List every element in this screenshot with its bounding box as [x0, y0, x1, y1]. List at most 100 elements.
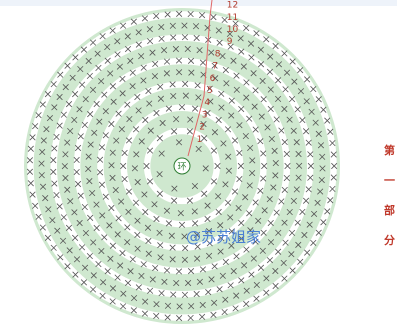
single-crochet-x-icon [249, 157, 256, 164]
single-crochet-x-icon [124, 33, 131, 40]
single-crochet-x-icon [116, 63, 123, 70]
single-crochet-x-icon [165, 220, 172, 227]
single-crochet-x-icon [56, 93, 63, 101]
single-crochet-x-icon [210, 14, 217, 21]
single-crochet-x-icon [288, 95, 296, 103]
single-crochet-x-icon [272, 282, 279, 290]
single-crochet-x-icon [267, 86, 274, 93]
single-crochet-x-icon [288, 229, 296, 237]
single-crochet-x-icon [246, 182, 253, 189]
single-crochet-x-icon [50, 168, 57, 175]
single-crochet-x-icon [218, 90, 225, 97]
side-note-char-2: 一 [384, 174, 395, 187]
single-crochet-x-icon [29, 191, 36, 198]
single-crochet-x-icon [181, 291, 189, 298]
single-crochet-x-icon [194, 255, 201, 262]
single-crochet-x-icon [317, 188, 324, 195]
single-crochet-x-icon [296, 162, 303, 169]
single-crochet-x-icon [134, 217, 141, 224]
single-crochet-x-icon [293, 139, 300, 146]
single-crochet-x-icon [152, 60, 159, 68]
single-crochet-x-icon [208, 49, 215, 56]
single-crochet-x-icon [192, 105, 199, 112]
single-crochet-x-icon [90, 239, 97, 246]
single-crochet-x-icon [295, 174, 302, 181]
single-crochet-x-icon [82, 96, 89, 103]
single-crochet-x-icon [39, 148, 46, 156]
single-crochet-x-icon [178, 104, 186, 111]
single-crochet-x-icon [242, 132, 249, 140]
single-crochet-x-icon [302, 128, 310, 135]
single-crochet-x-icon [233, 86, 240, 93]
single-crochet-x-icon [109, 83, 116, 90]
single-crochet-x-icon [176, 303, 183, 310]
single-crochet-x-icon [303, 98, 310, 105]
single-crochet-x-icon [73, 256, 81, 263]
single-crochet-x-icon [231, 137, 239, 144]
single-crochet-x-icon [133, 151, 140, 158]
single-crochet-x-icon [145, 250, 152, 257]
single-crochet-x-icon [64, 139, 71, 146]
single-crochet-x-icon [82, 229, 90, 237]
single-crochet-x-icon [250, 255, 257, 262]
single-crochet-x-icon [76, 106, 83, 113]
single-crochet-x-icon [194, 243, 201, 250]
single-crochet-x-icon [218, 235, 225, 242]
single-crochet-x-icon [140, 261, 147, 268]
single-crochet-x-icon [314, 199, 321, 206]
single-crochet-x-icon [230, 57, 237, 64]
single-crochet-x-icon [112, 187, 119, 194]
single-crochet-x-icon [307, 151, 314, 158]
single-crochet-x-icon [96, 169, 104, 176]
single-crochet-x-icon [207, 98, 214, 105]
single-crochet-x-icon [138, 138, 145, 145]
single-crochet-x-icon [141, 191, 148, 198]
single-crochet-x-icon [39, 101, 46, 108]
single-crochet-x-icon [266, 257, 274, 264]
single-crochet-x-icon [50, 244, 57, 251]
single-crochet-x-icon [95, 64, 102, 72]
single-crochet-x-icon [153, 301, 160, 308]
single-crochet-x-icon [171, 185, 178, 192]
single-crochet-x-icon [119, 75, 126, 82]
single-crochet-x-icon [153, 12, 160, 20]
single-crochet-x-icon [280, 259, 287, 267]
single-crochet-x-icon [173, 279, 180, 287]
single-crochet-x-icon [135, 284, 142, 291]
single-crochet-x-icon [196, 278, 203, 285]
single-crochet-x-icon [271, 147, 278, 154]
single-crochet-x-icon [106, 222, 113, 229]
single-crochet-x-icon [170, 291, 177, 298]
single-crochet-x-icon [109, 27, 116, 34]
single-crochet-x-icon [161, 278, 168, 285]
single-crochet-x-icon [101, 234, 108, 241]
single-crochet-x-icon [27, 180, 34, 187]
single-crochet-x-icon [217, 222, 224, 229]
single-crochet-x-icon [93, 201, 100, 208]
single-crochet-x-icon [286, 208, 293, 216]
single-crochet-x-icon [294, 106, 301, 113]
single-crochet-x-icon [243, 300, 250, 308]
single-crochet-x-icon [169, 22, 176, 29]
single-crochet-x-icon [255, 217, 262, 224]
round-band [38, 22, 326, 310]
single-crochet-x-icon [253, 295, 260, 302]
single-crochet-x-icon [115, 215, 122, 222]
single-crochet-x-icon [135, 29, 142, 36]
single-crochet-x-icon [158, 23, 165, 31]
single-crochet-x-icon [99, 292, 106, 299]
single-crochet-x-icon [215, 193, 222, 200]
single-crochet-x-icon [188, 303, 195, 310]
single-crochet-x-icon [187, 116, 194, 123]
single-crochet-x-icon [215, 116, 222, 124]
single-crochet-x-icon [238, 105, 245, 113]
single-crochet-x-icon [187, 10, 194, 18]
single-crochet-x-icon [153, 312, 160, 320]
single-crochet-x-icon [85, 57, 92, 65]
single-crochet-x-icon [246, 210, 253, 217]
single-crochet-x-icon [85, 153, 92, 160]
single-crochet-x-icon [43, 126, 50, 133]
single-crochet-x-icon [233, 292, 240, 299]
single-crochet-x-icon [104, 268, 111, 275]
single-crochet-x-icon [114, 231, 121, 238]
